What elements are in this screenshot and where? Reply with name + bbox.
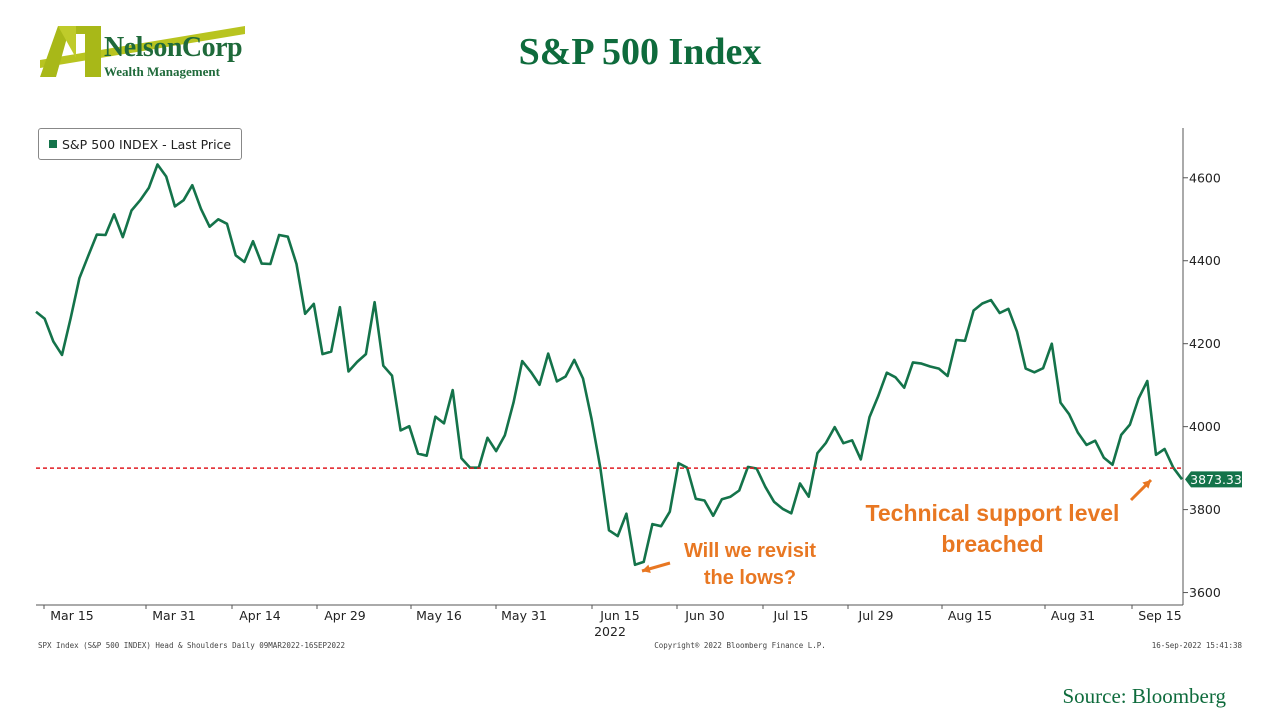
x-tick-label: May 16 (416, 608, 462, 623)
x-tick-label: Mar 31 (152, 608, 195, 623)
arrow-support-icon-head (1142, 480, 1151, 489)
x-tick-label: Sep 15 (1138, 608, 1181, 623)
x-tick-label: Apr 29 (324, 608, 366, 623)
arrow-lows-icon-head (642, 564, 651, 573)
source-note: Source: Bloomberg (1062, 684, 1226, 708)
legend-label: S&P 500 INDEX - Last Price (62, 136, 232, 152)
annotation-support-line-2: breached (941, 531, 1044, 558)
x-sub-label: 2022 (594, 624, 626, 639)
footer-copyright: Copyright® 2022 Bloomberg Finance L.P. (654, 641, 826, 650)
series-line (35, 163, 1184, 567)
x-tick-label: May 31 (501, 608, 547, 623)
legend-swatch (49, 140, 57, 148)
annotation-support-line-1: Technical support level (865, 500, 1120, 526)
annotation-support: Technical support level breached (860, 498, 1125, 560)
last-value-label: 3873.33 (1190, 472, 1242, 487)
x-tick-label: Jun 15 (599, 608, 639, 623)
annotation-lows-line-1: Will we revisit (683, 540, 817, 562)
y-tick-label: 4400 (1189, 253, 1221, 268)
annotation-lows-line-2: the lows? (703, 567, 797, 589)
x-tick-label: Jun 30 (684, 608, 724, 623)
logo-mark-icon (40, 26, 245, 77)
footer-description: SPX Index (S&P 500 INDEX) Head & Shoulde… (38, 641, 346, 650)
logo-subtitle: Wealth Management (104, 64, 220, 79)
overlay-layer: 3873.33 (36, 467, 1242, 573)
y-tick-label: 3800 (1189, 502, 1221, 517)
annotation-lows: Will we revisit the lows? (660, 538, 840, 592)
y-tick-label: 4200 (1189, 336, 1221, 351)
logo-name: NelsonCorp (104, 32, 243, 63)
footer-timestamp: 16-Sep-2022 15:41:38 (1151, 641, 1242, 650)
x-tick-label: Apr 14 (239, 608, 281, 623)
x-tick-label: Aug 15 (948, 608, 992, 623)
y-tick-label: 4000 (1189, 419, 1221, 434)
axes: 3600 3800 4000 4200 4400 4600 Mar 15 Mar 31 Apr … (36, 128, 1221, 639)
x-tick-label: Jul 15 (773, 608, 809, 623)
last-value-tag (1185, 471, 1242, 488)
x-tick-label: Aug 31 (1051, 608, 1095, 623)
series-layer (35, 163, 1184, 567)
chart-legend: S&P 500 INDEX - Last Price (38, 128, 243, 160)
y-tick-label: 4600 (1189, 170, 1221, 185)
x-tick-label: Jul 29 (858, 608, 894, 623)
x-tick-label: Mar 15 (50, 608, 93, 623)
y-tick-label: 3600 (1189, 585, 1221, 600)
page-title: S&P 500 Index (518, 31, 762, 73)
